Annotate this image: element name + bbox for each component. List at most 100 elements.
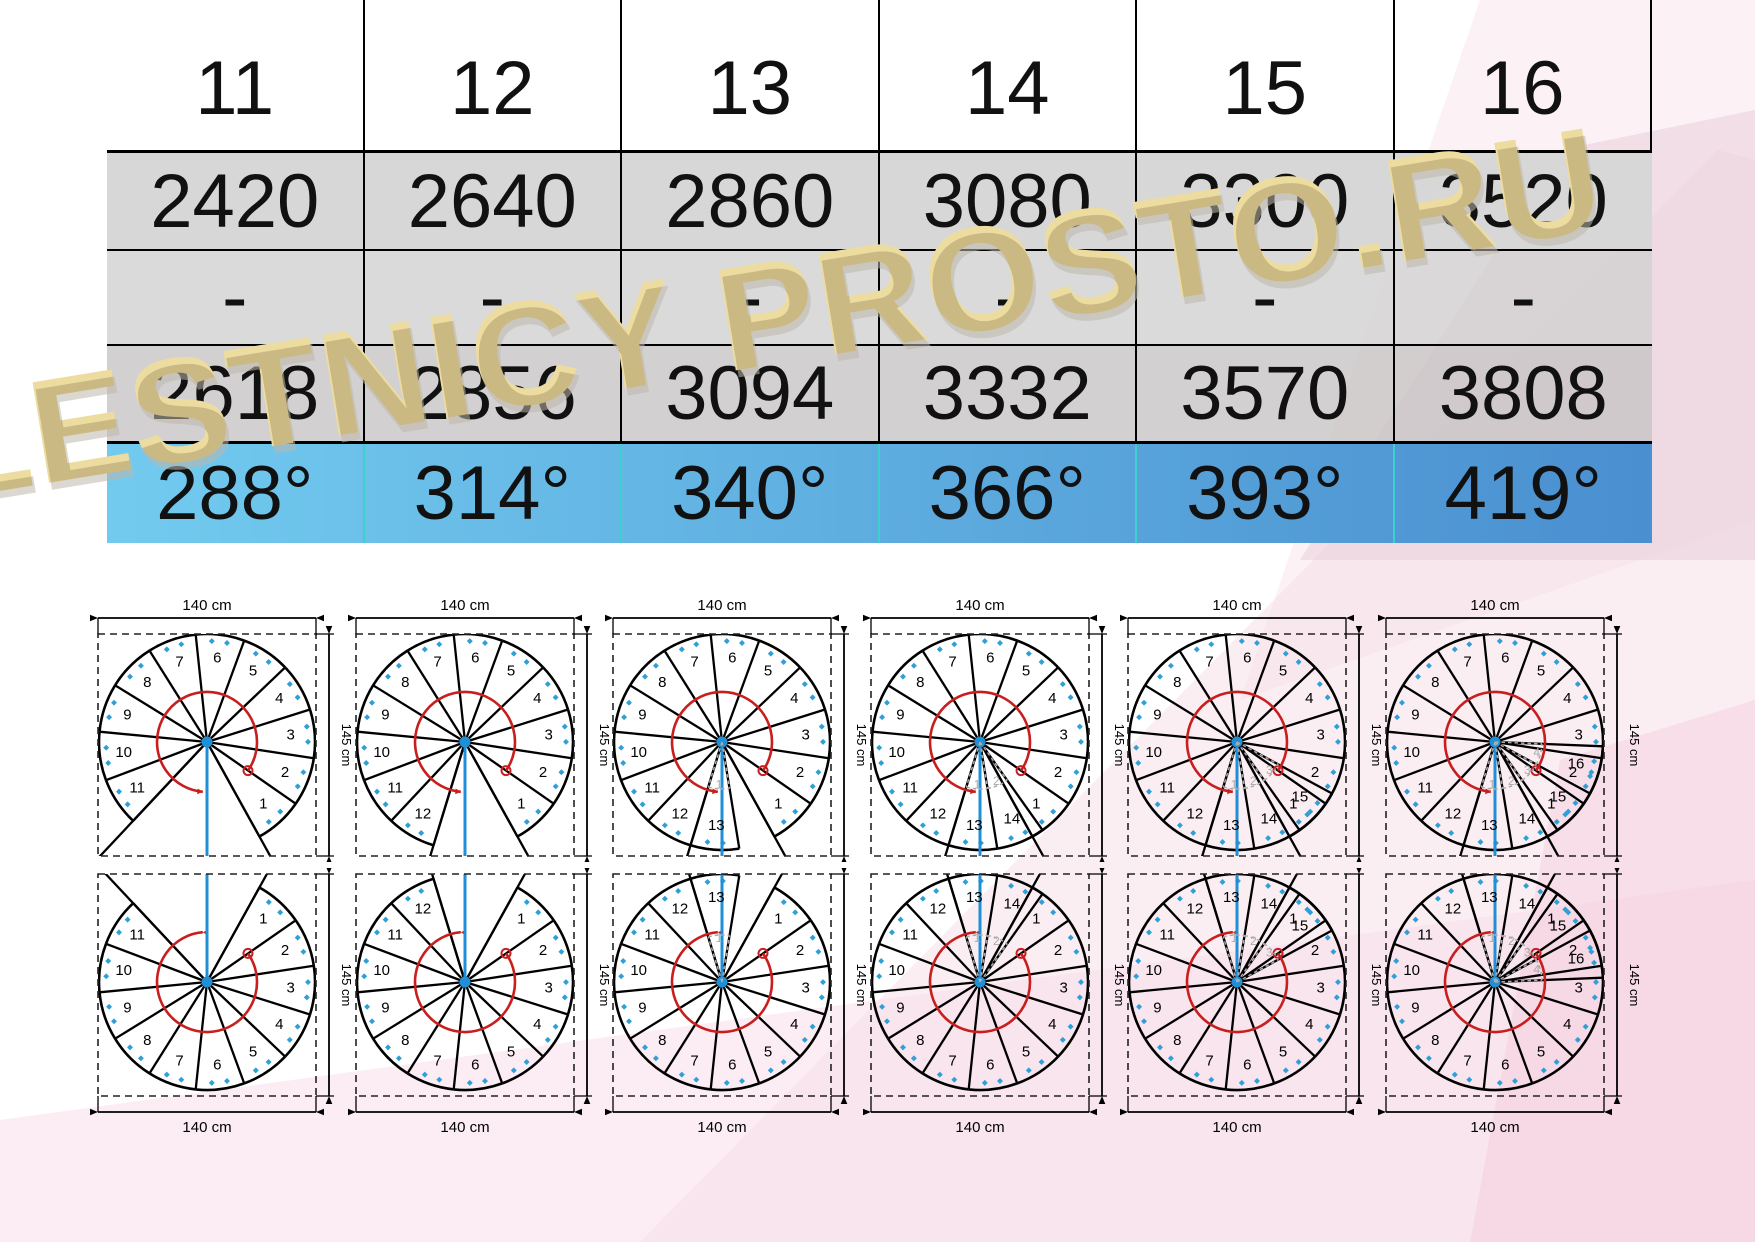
svg-text:12: 12 [672,806,689,823]
svg-text:13: 13 [708,817,725,834]
svg-text:10: 10 [1403,962,1420,979]
svg-text:11: 11 [129,780,145,797]
svg-text:13: 13 [1223,889,1240,906]
svg-text:7: 7 [948,1052,956,1069]
svg-text:140 cm: 140 cm [440,597,489,614]
svg-text:11: 11 [387,780,403,797]
svg-text:11: 11 [129,926,145,943]
svg-text:140 cm: 140 cm [1470,597,1519,614]
svg-text:12: 12 [414,900,431,917]
svg-text:8: 8 [401,674,409,691]
svg-text:7: 7 [433,654,441,671]
svg-text:4: 4 [275,690,283,707]
svg-text:8: 8 [143,1032,151,1049]
svg-text:140 cm: 140 cm [1212,1119,1261,1136]
svg-text:11: 11 [1159,926,1175,943]
svg-text:140 cm: 140 cm [1470,1119,1519,1136]
svg-text:7: 7 [1463,654,1471,671]
svg-text:3: 3 [1059,726,1067,743]
svg-text:2: 2 [281,942,289,959]
svg-text:5: 5 [249,1043,257,1060]
svg-text:8: 8 [1173,1032,1181,1049]
svg-text:11: 11 [1159,780,1175,797]
svg-text:6: 6 [471,650,479,667]
svg-text:6: 6 [728,1056,736,1073]
svg-text:9: 9 [1411,1000,1419,1017]
svg-text:4: 4 [533,690,541,707]
svg-text:3: 3 [1266,945,1273,959]
svg-text:11: 11 [387,926,403,943]
svg-text:11: 11 [1417,926,1433,943]
svg-text:7: 7 [433,1052,441,1069]
svg-text:9: 9 [123,706,131,723]
svg-text:2: 2 [1053,764,1061,781]
svg-text:9: 9 [896,1000,904,1017]
svg-text:4: 4 [275,1016,283,1033]
svg-text:2: 2 [993,774,1000,788]
svg-text:145 cm: 145 cm [1627,724,1642,767]
svg-text:15: 15 [1549,917,1566,934]
svg-text:1: 1 [1488,777,1495,791]
svg-text:2: 2 [538,764,546,781]
svg-text:13: 13 [1480,889,1497,906]
svg-text:12: 12 [1444,806,1461,823]
svg-text:2: 2 [993,934,1000,948]
svg-text:10: 10 [630,962,647,979]
svg-text:9: 9 [123,1000,131,1017]
svg-text:12: 12 [1444,900,1461,917]
svg-text:16: 16 [1567,951,1584,968]
svg-text:7: 7 [690,654,698,671]
svg-text:9: 9 [896,706,904,723]
svg-text:13: 13 [1223,817,1240,834]
svg-text:9: 9 [381,706,389,723]
svg-text:15: 15 [1292,789,1309,806]
svg-text:13: 13 [965,889,982,906]
svg-text:7: 7 [175,1052,183,1069]
svg-text:13: 13 [1480,817,1497,834]
svg-text:2: 2 [1508,774,1515,788]
svg-text:5: 5 [1279,1043,1287,1060]
svg-text:16: 16 [1567,755,1584,772]
svg-text:1: 1 [259,911,267,928]
svg-text:8: 8 [1173,674,1181,691]
svg-text:5: 5 [1536,1043,1544,1060]
svg-text:5: 5 [764,1043,772,1060]
svg-text:2: 2 [281,764,289,781]
svg-text:145 cm: 145 cm [1627,964,1642,1007]
svg-text:11: 11 [1417,780,1433,797]
svg-text:9: 9 [1153,706,1161,723]
svg-text:7: 7 [1205,654,1213,671]
svg-text:2: 2 [1508,934,1515,948]
svg-text:140 cm: 140 cm [182,597,231,614]
svg-text:3: 3 [802,726,810,743]
svg-text:4: 4 [1048,1016,1056,1033]
svg-text:14: 14 [1003,895,1020,912]
svg-text:140 cm: 140 cm [697,1119,746,1136]
svg-text:1: 1 [774,911,782,928]
svg-text:6: 6 [986,650,994,667]
svg-text:140 cm: 140 cm [955,597,1004,614]
svg-text:5: 5 [1021,1043,1029,1060]
svg-text:11: 11 [644,926,660,943]
svg-text:4: 4 [790,690,798,707]
svg-text:5: 5 [1279,663,1287,680]
svg-text:1: 1 [1032,795,1040,812]
svg-text:3: 3 [802,979,810,996]
svg-text:4: 4 [1305,690,1313,707]
svg-text:7: 7 [948,654,956,671]
svg-text:2: 2 [1250,934,1257,948]
svg-text:3: 3 [1317,726,1325,743]
svg-text:8: 8 [401,1032,409,1049]
svg-text:3: 3 [544,726,552,743]
svg-text:4: 4 [533,1016,541,1033]
svg-text:3: 3 [1059,979,1067,996]
svg-text:15: 15 [1292,917,1309,934]
svg-text:1: 1 [1231,777,1238,791]
svg-text:3: 3 [1266,763,1273,777]
svg-text:8: 8 [143,674,151,691]
svg-text:1: 1 [716,777,723,791]
svg-text:140 cm: 140 cm [1212,597,1261,614]
svg-text:6: 6 [213,1056,221,1073]
svg-text:6: 6 [728,650,736,667]
svg-text:4: 4 [1563,690,1571,707]
